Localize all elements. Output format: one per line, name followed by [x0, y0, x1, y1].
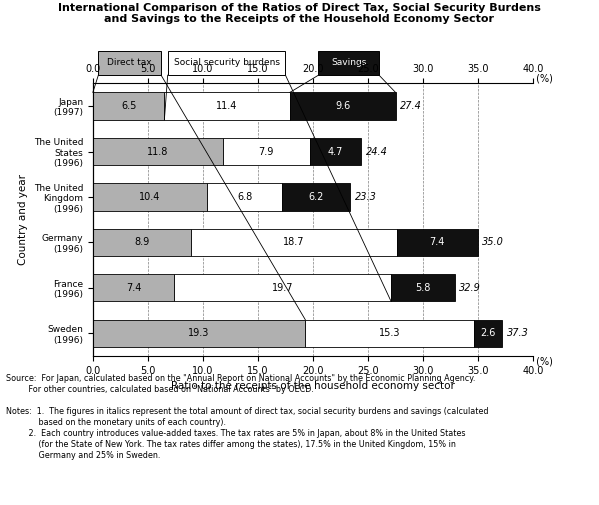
Bar — [319, 50, 379, 75]
Text: Germany and 25% in Sweden.: Germany and 25% in Sweden. — [6, 451, 161, 461]
Bar — [223, 138, 310, 165]
Text: 7.4: 7.4 — [126, 283, 141, 293]
Text: 5.8: 5.8 — [415, 283, 431, 293]
Text: 7.4: 7.4 — [429, 237, 445, 247]
Bar — [391, 274, 455, 301]
Text: 24.4: 24.4 — [366, 146, 388, 157]
Bar — [397, 229, 478, 256]
Y-axis label: Country and year: Country and year — [18, 174, 28, 265]
Bar — [93, 92, 164, 120]
Text: 19.7: 19.7 — [272, 283, 294, 293]
Text: 11.4: 11.4 — [216, 101, 238, 111]
Text: 19.3: 19.3 — [188, 328, 210, 338]
Bar — [98, 50, 161, 75]
Text: 9.6: 9.6 — [335, 101, 350, 111]
X-axis label: Ratio to the receipts of the household economy sector: Ratio to the receipts of the household e… — [171, 381, 455, 391]
Bar — [474, 320, 503, 347]
Bar — [174, 274, 391, 301]
Text: Source:  For Japan, calculated based on the "Annual Report on National Accounts": Source: For Japan, calculated based on t… — [6, 374, 476, 383]
Text: 18.7: 18.7 — [283, 237, 304, 247]
Text: 37.3: 37.3 — [507, 328, 528, 338]
Bar — [310, 138, 361, 165]
Text: based on the monetary units of each country).: based on the monetary units of each coun… — [6, 418, 226, 427]
Text: 2.6: 2.6 — [480, 328, 495, 338]
Text: (%): (%) — [533, 73, 553, 83]
Text: and Savings to the Receipts of the Household Economy Sector: and Savings to the Receipts of the House… — [104, 14, 495, 24]
Text: 8.9: 8.9 — [134, 237, 149, 247]
Text: 6.8: 6.8 — [237, 192, 252, 202]
Text: International Comparison of the Ratios of Direct Tax, Social Security Burdens: International Comparison of the Ratios o… — [58, 3, 541, 13]
Text: Direct tax: Direct tax — [107, 59, 152, 67]
Bar — [93, 183, 207, 211]
Bar — [93, 229, 191, 256]
Text: 11.8: 11.8 — [147, 146, 168, 157]
Bar — [305, 320, 474, 347]
Text: 2.  Each country introduces value-added taxes. The tax rates are 5% in Japan, ab: 2. Each country introduces value-added t… — [6, 429, 465, 438]
Bar — [290, 92, 395, 120]
Bar — [93, 320, 305, 347]
Bar — [93, 138, 223, 165]
Text: 6.2: 6.2 — [308, 192, 324, 202]
Text: 7.9: 7.9 — [259, 146, 274, 157]
Text: Social security burdens: Social security burdens — [174, 59, 280, 67]
Bar — [164, 92, 290, 120]
Text: 23.3: 23.3 — [355, 192, 377, 202]
Text: For other countries, calculated based on "National Accounts" by OECD.: For other countries, calculated based on… — [6, 385, 314, 394]
Text: 10.4: 10.4 — [140, 192, 161, 202]
Bar — [191, 229, 397, 256]
Text: 4.7: 4.7 — [328, 146, 343, 157]
Bar — [282, 183, 350, 211]
Text: Savings: Savings — [331, 59, 367, 67]
Bar — [93, 274, 174, 301]
Text: 35.0: 35.0 — [482, 237, 504, 247]
Text: 6.5: 6.5 — [121, 101, 137, 111]
Bar — [168, 50, 286, 75]
Bar — [207, 183, 282, 211]
Text: 27.4: 27.4 — [400, 101, 422, 111]
Text: 15.3: 15.3 — [379, 328, 400, 338]
Text: (%): (%) — [533, 356, 553, 366]
Text: Notes:  1.  The figures in italics represent the total amount of direct tax, soc: Notes: 1. The figures in italics represe… — [6, 407, 489, 416]
Text: (for the State of New York. The tax rates differ among the states), 17.5% in the: (for the State of New York. The tax rate… — [6, 440, 456, 449]
Text: 32.9: 32.9 — [459, 283, 481, 293]
